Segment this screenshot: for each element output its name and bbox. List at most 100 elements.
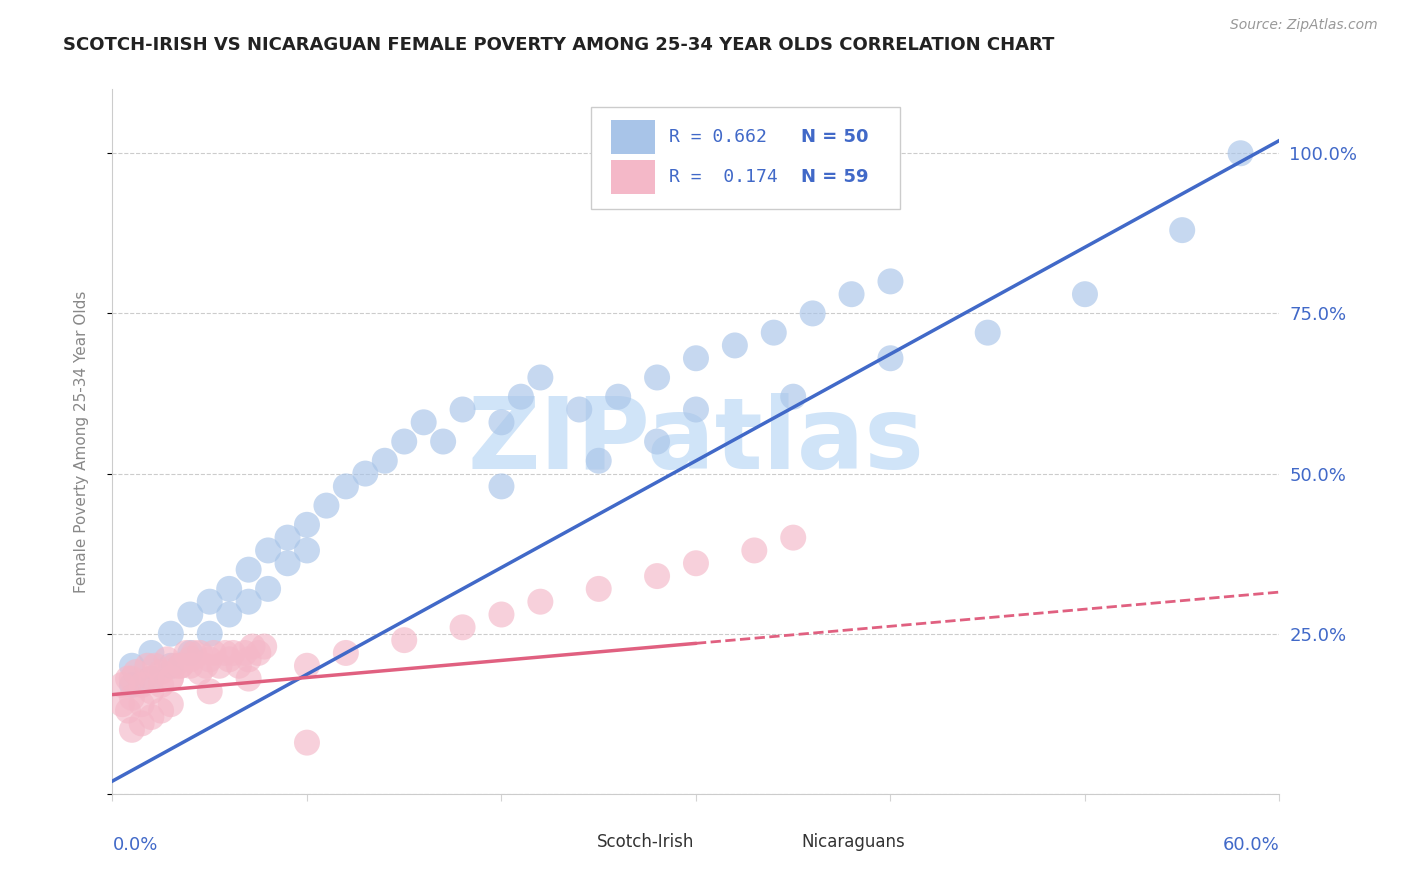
Text: N = 50: N = 50 xyxy=(801,128,869,146)
Point xyxy=(160,672,183,686)
Point xyxy=(131,716,153,731)
Point xyxy=(529,595,551,609)
Point xyxy=(198,684,221,698)
Point xyxy=(392,633,416,648)
Point xyxy=(218,652,240,666)
Point xyxy=(198,626,221,640)
Text: SCOTCH-IRISH VS NICARAGUAN FEMALE POVERTY AMONG 25-34 YEAR OLDS CORRELATION CHAR: SCOTCH-IRISH VS NICARAGUAN FEMALE POVERT… xyxy=(63,36,1054,54)
Point xyxy=(218,607,240,622)
Point xyxy=(762,326,785,340)
Point xyxy=(160,658,183,673)
Point xyxy=(392,434,416,449)
Text: Scotch-Irish: Scotch-Irish xyxy=(596,833,695,851)
Point xyxy=(782,390,804,404)
Point xyxy=(238,563,260,577)
Text: Source: ZipAtlas.com: Source: ZipAtlas.com xyxy=(1230,18,1378,32)
Point xyxy=(976,326,998,340)
Point xyxy=(1074,287,1097,301)
Point xyxy=(141,710,163,724)
Point xyxy=(451,620,474,634)
Point xyxy=(218,582,240,596)
Point xyxy=(238,595,260,609)
Point xyxy=(295,517,318,532)
Text: 60.0%: 60.0% xyxy=(1223,836,1279,855)
Point xyxy=(491,479,513,493)
FancyBboxPatch shape xyxy=(748,831,796,853)
Point xyxy=(202,646,225,660)
Point xyxy=(645,434,668,449)
Point xyxy=(163,658,186,673)
Point xyxy=(188,646,211,660)
Point xyxy=(257,543,280,558)
Point xyxy=(841,287,863,301)
Text: 0.0%: 0.0% xyxy=(112,836,157,855)
Text: ZIPatlas: ZIPatlas xyxy=(468,393,924,490)
FancyBboxPatch shape xyxy=(544,831,591,853)
Point xyxy=(131,697,153,711)
Point xyxy=(179,652,201,666)
Point xyxy=(141,684,163,698)
Point xyxy=(183,646,205,660)
Point xyxy=(568,402,591,417)
Point xyxy=(879,274,901,288)
Text: N = 59: N = 59 xyxy=(801,169,869,186)
Point xyxy=(607,390,630,404)
Point xyxy=(136,658,159,673)
Point xyxy=(685,351,707,366)
Point xyxy=(214,646,236,660)
Point xyxy=(179,658,201,673)
Point xyxy=(685,402,707,417)
FancyBboxPatch shape xyxy=(610,161,655,194)
Point xyxy=(742,543,765,558)
Point xyxy=(491,415,513,429)
Point xyxy=(247,646,270,660)
Point xyxy=(295,543,318,558)
Point xyxy=(1229,146,1251,161)
Point xyxy=(150,678,173,692)
Text: R = 0.662: R = 0.662 xyxy=(669,128,768,146)
Point xyxy=(491,607,513,622)
Point xyxy=(295,736,318,750)
Point xyxy=(276,556,298,570)
Point xyxy=(208,658,231,673)
Point xyxy=(529,370,551,384)
Text: Nicaraguans: Nicaraguans xyxy=(801,833,904,851)
Y-axis label: Female Poverty Among 25-34 Year Olds: Female Poverty Among 25-34 Year Olds xyxy=(75,291,89,592)
Point xyxy=(141,672,163,686)
Point xyxy=(879,351,901,366)
Point xyxy=(412,415,434,429)
Point xyxy=(176,646,198,660)
Text: R =  0.174: R = 0.174 xyxy=(669,169,778,186)
Point xyxy=(125,665,148,680)
Point xyxy=(150,704,173,718)
Point xyxy=(509,390,531,404)
Point xyxy=(782,531,804,545)
Point xyxy=(198,652,221,666)
Point xyxy=(451,402,474,417)
Point xyxy=(111,678,134,692)
Point xyxy=(121,658,143,673)
Point xyxy=(198,595,221,609)
Point xyxy=(276,531,298,545)
Point xyxy=(160,626,183,640)
Point xyxy=(242,640,264,654)
Point xyxy=(121,690,143,705)
Point xyxy=(374,454,396,468)
Point xyxy=(432,434,454,449)
Point xyxy=(121,723,143,737)
Point xyxy=(228,658,250,673)
Point xyxy=(141,672,163,686)
Point xyxy=(131,678,153,692)
Point xyxy=(141,646,163,660)
Point xyxy=(160,697,183,711)
Point xyxy=(335,646,357,660)
Point xyxy=(169,658,191,673)
FancyBboxPatch shape xyxy=(610,120,655,154)
Point xyxy=(645,569,668,583)
Point xyxy=(1171,223,1194,237)
Point xyxy=(188,665,211,680)
FancyBboxPatch shape xyxy=(591,107,900,209)
Point xyxy=(169,658,191,673)
Point xyxy=(143,658,166,673)
Point xyxy=(150,665,173,680)
